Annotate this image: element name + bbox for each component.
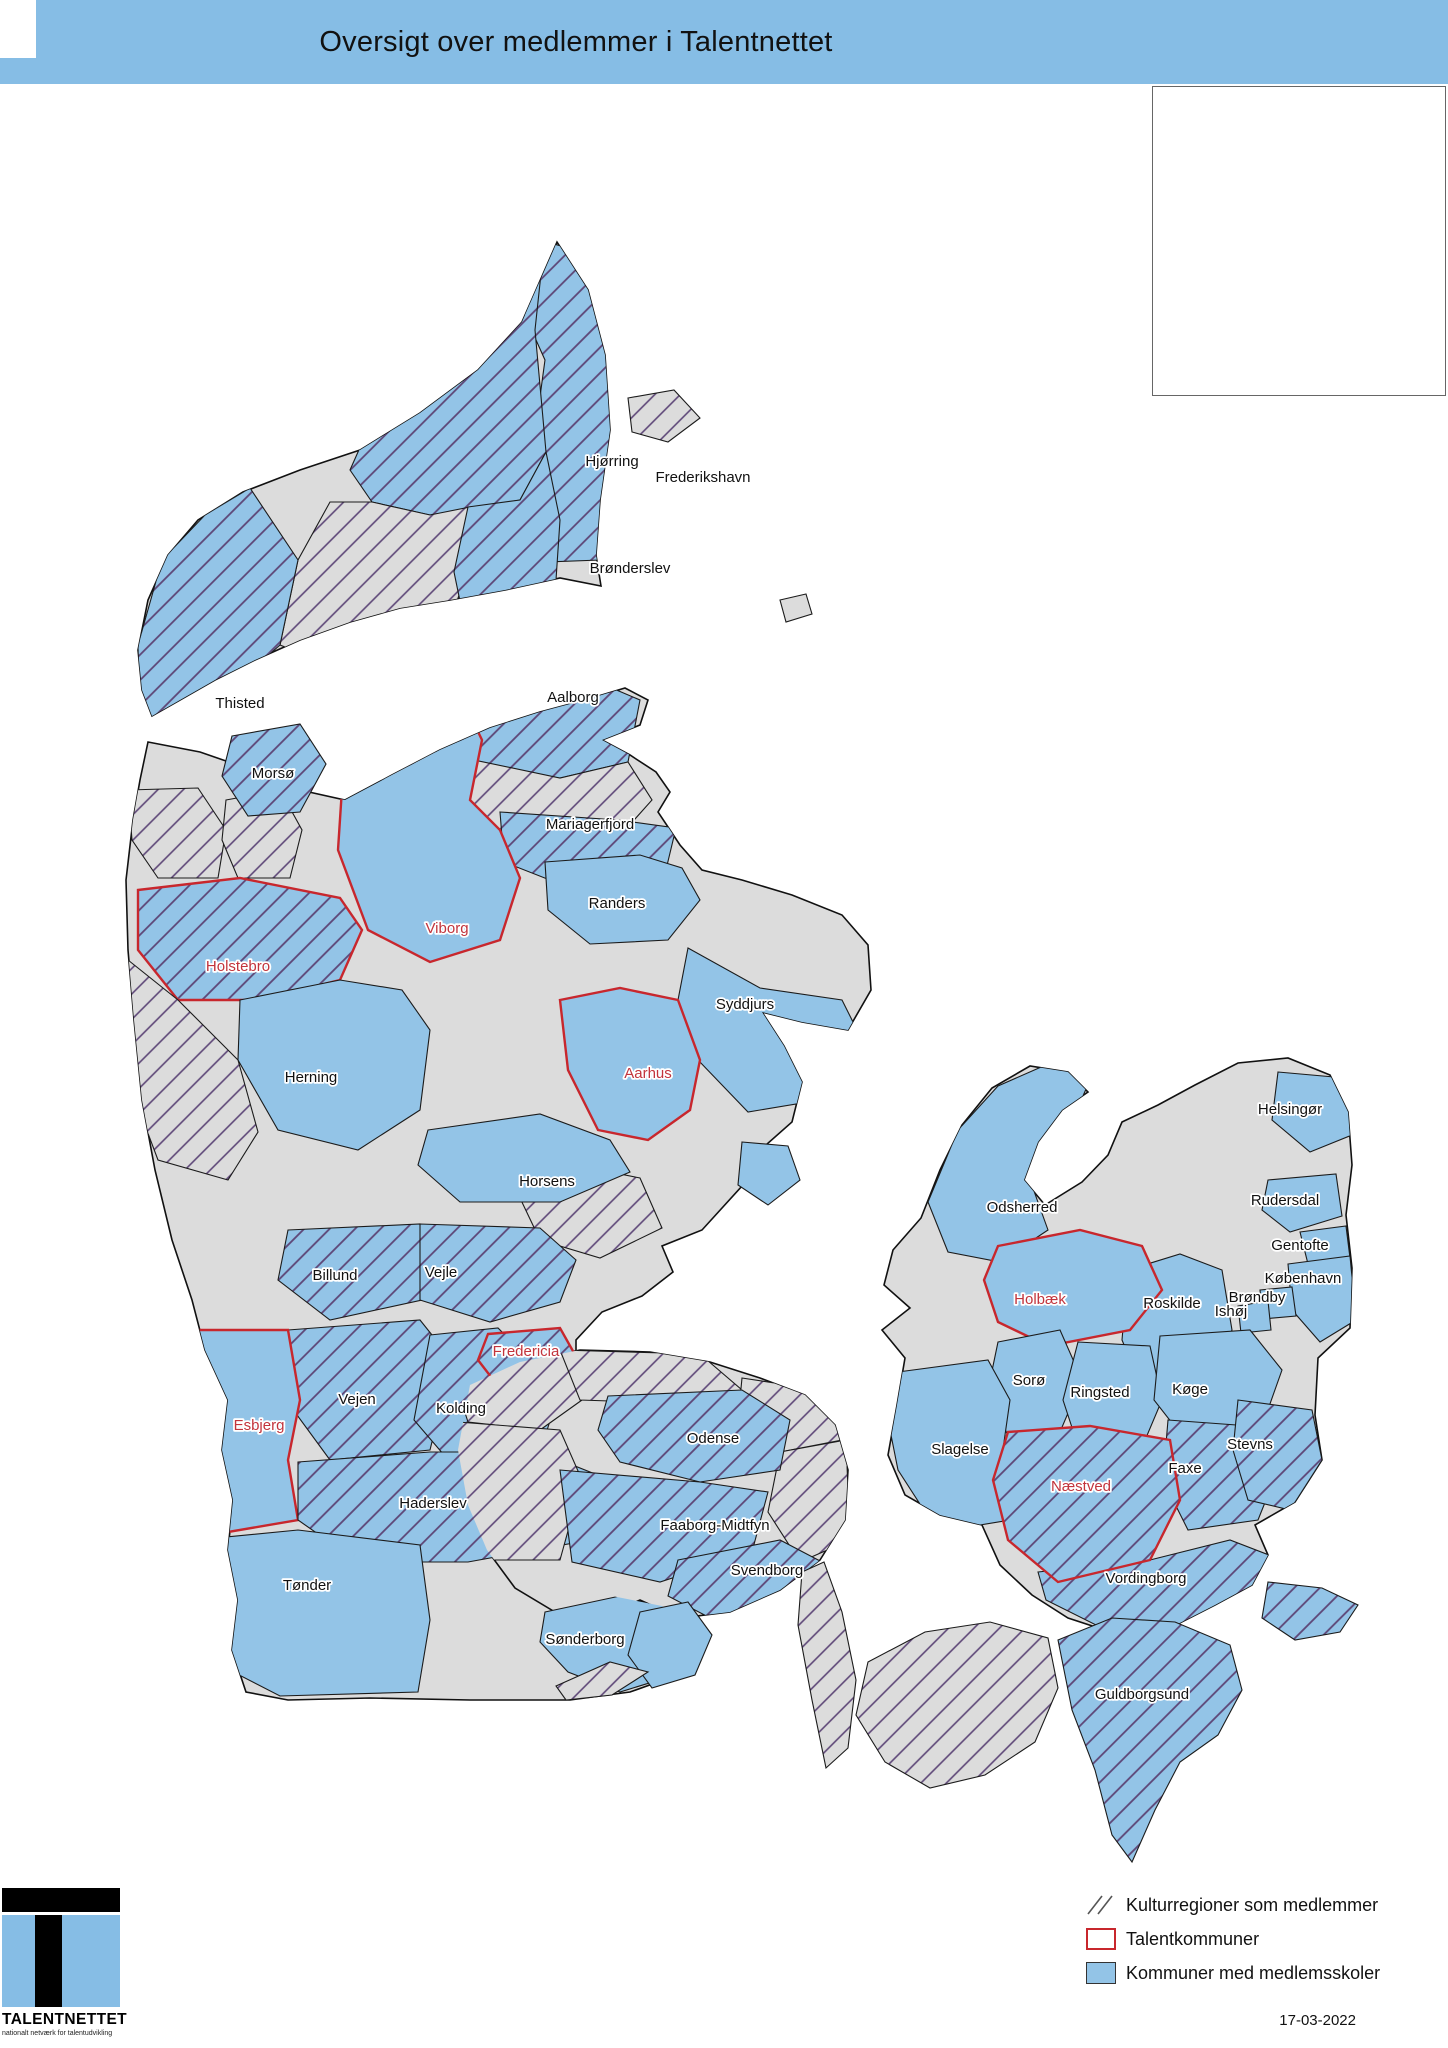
municipality-label-randers: Randers	[589, 895, 646, 912]
municipality-odense-area	[597, 1389, 791, 1483]
municipality-label-svendborg: Svendborg	[731, 1562, 804, 1579]
island-aeroe	[555, 1661, 650, 1701]
municipality-label-kolding: Kolding	[436, 1400, 486, 1417]
municipality-label-guldborgsund: Guldborgsund	[1095, 1686, 1189, 1703]
municipality-randers-area	[544, 854, 701, 945]
municipality-label-aalborg: Aalborg	[547, 689, 599, 706]
municipality-label-københavn: København	[1265, 1270, 1342, 1287]
blue-swatch-icon	[1086, 1962, 1116, 1984]
island-langeland	[797, 1561, 857, 1770]
island-laesoe	[627, 389, 701, 443]
legend-label: Kulturregioner som medlemmer	[1126, 1894, 1379, 1915]
municipality-nyborg-area	[767, 1439, 848, 1563]
municipality-naestved-area	[991, 1424, 1182, 1584]
municipality-label-faaborg-midtfyn: Faaborg-Midtfyn	[660, 1517, 769, 1534]
municipality-label-billund: Billund	[312, 1267, 357, 1284]
title-banner	[0, 0, 1448, 84]
municipality-label-køge: Køge	[1172, 1381, 1208, 1398]
municipality-stevns-area	[1232, 1399, 1323, 1511]
municipality-assens-area	[458, 1421, 583, 1561]
municipality-label-faxe: Faxe	[1168, 1460, 1201, 1477]
logo-t-icon	[2, 1915, 120, 2007]
municipality-holstebro-area	[136, 876, 364, 1002]
legend-label: Kommuner med medlemsskoler	[1126, 1962, 1381, 1983]
municipality-label-hjørring: Hjørring	[585, 453, 638, 470]
island-lolland	[855, 1621, 1059, 1789]
municipality-billund-area	[277, 1223, 423, 1321]
municipality-label-brønderslev: Brønderslev	[590, 560, 671, 577]
municipality-label-frederikshavn: Frederikshavn	[655, 469, 750, 486]
legend: Kulturregioner som medlemmer Talentkommu…	[1086, 1888, 1380, 1990]
municipality-herning-area	[237, 979, 431, 1151]
municipality-rudersdal-area	[1261, 1173, 1343, 1233]
talentnettet-logo: TALENTNETTET nationalt netværk for talen…	[2, 1888, 128, 2037]
municipality-label-thisted: Thisted	[215, 695, 264, 712]
municipality-label-morsø: Morsø	[252, 765, 295, 782]
red-outline-swatch-icon	[1086, 1928, 1116, 1950]
logo-t-bar	[2, 1888, 120, 1912]
municipality-label-odsherred: Odsherred	[987, 1199, 1058, 1216]
municipality-label-helsingør: Helsingør	[1258, 1101, 1322, 1118]
municipality-label-brøndby: Brøndby	[1229, 1289, 1286, 1306]
municipality-label-stevns: Stevns	[1227, 1436, 1273, 1453]
municipality-label-gentofte: Gentofte	[1271, 1237, 1329, 1254]
municipality-label-fredericia: Fredericia	[493, 1343, 560, 1360]
hatch-swatch-icon	[1087, 1895, 1113, 1915]
municipality-label-sønderborg: Sønderborg	[545, 1631, 624, 1648]
municipality-label-mariagerfjord: Mariagerfjord	[546, 816, 634, 833]
municipality-label-ringsted: Ringsted	[1070, 1384, 1129, 1401]
island-als-soenderborg	[627, 1601, 713, 1689]
legend-item-medlemsskoler: Kommuner med medlemsskoler	[1086, 1956, 1380, 1990]
municipality-label-haderslev: Haderslev	[399, 1495, 467, 1512]
municipality-label-holbæk: Holbæk	[1014, 1291, 1066, 1308]
municipality-label-viborg: Viborg	[425, 920, 468, 937]
municipality-holbaek-area	[982, 1228, 1164, 1348]
municipality-label-herning: Herning	[285, 1069, 338, 1086]
municipality-label-ishøj: Ishøj	[1215, 1303, 1248, 1320]
municipality-label-næstved: Næstved	[1051, 1478, 1111, 1495]
legend-label: Talentkommuner	[1126, 1928, 1260, 1949]
island-moen	[1261, 1581, 1359, 1641]
municipality-label-tønder: Tønder	[283, 1577, 331, 1594]
municipality-horsens-area	[417, 1113, 631, 1203]
municipality-label-slagelse: Slagelse	[931, 1441, 989, 1458]
municipality-label-vejen: Vejen	[338, 1391, 376, 1408]
logo-subtitle: nationalt netværk for talentudvikling	[2, 2030, 113, 2037]
map-date: 17-03-2022	[1279, 2012, 1356, 2029]
municipality-label-syddjurs: Syddjurs	[716, 996, 774, 1013]
municipality-label-vejle: Vejle	[425, 1264, 458, 1281]
municipality-label-sorø: Sorø	[1013, 1372, 1046, 1389]
municipality-label-vordingborg: Vordingborg	[1106, 1570, 1187, 1587]
legend-item-talentkommuner: Talentkommuner	[1086, 1922, 1380, 1956]
island-anholt	[779, 593, 813, 623]
municipality-label-aarhus: Aarhus	[624, 1065, 672, 1082]
municipality-label-esbjerg: Esbjerg	[234, 1417, 285, 1434]
page-title: Oversigt over medlemmer i Talentnettet	[319, 26, 833, 58]
municipality-label-odense: Odense	[687, 1430, 740, 1447]
municipality-hjoerring-area	[349, 253, 547, 516]
municipality-morsoe-area	[221, 723, 327, 817]
municipality-vejle-area	[419, 1223, 577, 1323]
island-falster-guldborgsund	[1057, 1617, 1243, 1864]
bornholm-inset-box	[1152, 86, 1446, 396]
municipality-labels: Hjørring Frederikshavn Brønderslev Thisted M…	[204, 451, 1343, 1705]
municipality-label-rudersdal: Rudersdal	[1251, 1192, 1319, 1209]
municipality-aarhus-area	[558, 986, 702, 1142]
municipality-lemvig-area	[127, 787, 227, 879]
municipality-label-roskilde: Roskilde	[1143, 1295, 1201, 1312]
island-samsoe	[737, 1141, 801, 1206]
corner-box	[0, 0, 36, 58]
logo-title: TALENTNETTET	[2, 2011, 128, 2028]
municipality-ishoej-area	[1237, 1300, 1272, 1334]
legend-item-kulturregioner: Kulturregioner som medlemmer	[1086, 1888, 1380, 1922]
municipality-label-holstebro: Holstebro	[206, 958, 270, 975]
municipality-label-horsens: Horsens	[519, 1173, 575, 1190]
